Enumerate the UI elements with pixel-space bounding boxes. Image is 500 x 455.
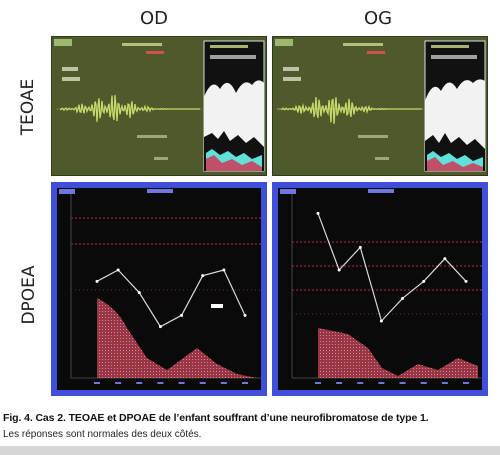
dpoea-og-chart: [278, 188, 482, 390]
teoae-od-display: [54, 39, 265, 172]
dpoea-od-point-5: [180, 313, 184, 317]
row-label-dpoea: DPOEA: [19, 265, 39, 325]
dpoea-od-point-4: [158, 325, 162, 329]
dpoea-od-x-tick-4: [157, 382, 164, 384]
dpoea-od-x-tick-5: [178, 382, 185, 384]
dpoea-od-point-7: [222, 268, 226, 272]
dpoea-od-point-2: [116, 268, 120, 272]
dpoea-og-x-tick-7: [441, 382, 448, 384]
dpoea-od-x-tick-1: [94, 382, 100, 384]
dpoea-og-point-4: [379, 319, 383, 323]
dpoea-od-x-tick-6: [199, 382, 206, 384]
dpoea-og-x-tick-8: [463, 382, 469, 384]
figure-caption-title: Fig. 4. Cas 2. TEOAE et DPOAE de l’enfan…: [3, 412, 429, 424]
dpoea-og-x-tick-5: [399, 382, 406, 384]
dpoea-od-x-tick-8: [242, 382, 248, 384]
teoae-og-display: [275, 39, 486, 172]
dpoea-og-x-tick-4: [378, 382, 385, 384]
dpoea-og-point-7: [443, 257, 447, 261]
row-label-teoae: TEOAE: [18, 78, 38, 136]
dpoea-og-x-tick-3: [357, 382, 364, 384]
dpoea-od-chart: [57, 188, 261, 390]
dpoea-og-point-3: [358, 245, 362, 249]
dpoea-og-point-1: [316, 211, 320, 215]
teoae-od-panel: [51, 36, 267, 176]
bottom-bar: [0, 446, 500, 455]
figure-caption-subtitle: Les réponses sont normales des deux côté…: [3, 429, 202, 440]
dpoea-og-series-line: [317, 213, 467, 323]
dpoea-od-series-line: [96, 269, 246, 328]
dpoea-od-x-tick-7: [220, 382, 227, 384]
dpoea-og-x-tick-2: [336, 382, 343, 384]
dpoea-og-point-2: [337, 268, 341, 272]
dpoea-od-panel: [51, 182, 267, 396]
dpoea-og-panel: [272, 182, 488, 396]
teoae-og-panel: [272, 36, 488, 176]
dpoea-og-point-6: [422, 279, 426, 283]
dpoea-og-point-5: [401, 296, 405, 300]
dpoea-od-point-3: [137, 291, 141, 295]
column-label-og: OG: [364, 8, 393, 29]
dpoea-od-x-tick-2: [115, 382, 122, 384]
dpoea-od-point-8: [243, 313, 247, 317]
dpoea-og-x-tick-1: [315, 382, 321, 384]
dpoea-od-x-tick-3: [136, 382, 143, 384]
dpoea-og-x-tick-6: [420, 382, 427, 384]
dpoea-og-point-8: [464, 279, 468, 283]
column-label-od: OD: [140, 8, 169, 29]
dpoea-od-point-1: [95, 279, 99, 283]
dpoea-od-point-6: [201, 274, 205, 278]
